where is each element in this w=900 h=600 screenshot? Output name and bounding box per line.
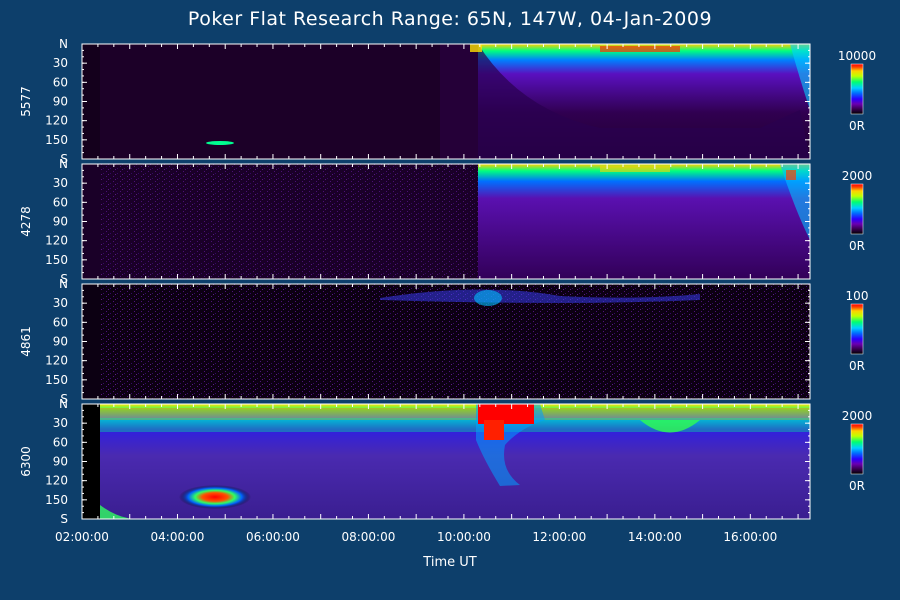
x-axis-label: Time UT: [423, 555, 477, 570]
x-tick-label: 06:00:00: [246, 530, 300, 544]
y-tick-label: 60: [53, 435, 68, 449]
colorbar-layer: 10000 0R 2000 0R 100 0R 2000 0R: [838, 49, 876, 493]
y-tick-label: 90: [53, 95, 68, 109]
x-tick-label: 08:00:00: [341, 530, 395, 544]
y-tick-label: S: [60, 392, 68, 406]
panel-5577: [82, 44, 810, 159]
y-tick-label: 150: [45, 373, 68, 387]
panel-4278: [82, 164, 810, 279]
y-tick-label: N: [59, 37, 68, 51]
x-tick-label: 02:00:00: [55, 530, 109, 544]
axes-layer: N 30 60 90 120 150 S 5577 N 30 60 90 120 150 S 4278 N 30 6…: [19, 37, 811, 544]
y-tick-label: 150: [45, 133, 68, 147]
panel-6300: [82, 404, 810, 519]
y-tick-label: 60: [53, 195, 68, 209]
y-tick-label: N: [59, 277, 68, 291]
colorbar-min-label: 0R: [849, 119, 865, 133]
y-tick-label: 30: [53, 56, 68, 70]
y-tick-label: 60: [53, 75, 68, 89]
y-tick-label: 30: [53, 416, 68, 430]
y-tick-label: S: [60, 152, 68, 166]
x-tick-label: 10:00:00: [437, 530, 491, 544]
colorbar-min-label: 0R: [849, 479, 865, 493]
colorbar-max-label: 2000: [842, 169, 873, 183]
colorbar-max-label: 100: [846, 289, 869, 303]
colorbar-max-label: 2000: [842, 409, 873, 423]
panel-label-6300: 6300: [19, 446, 33, 477]
chart-title: Poker Flat Research Range: 65N, 147W, 04…: [187, 8, 713, 30]
panel-label-4861: 4861: [19, 326, 33, 357]
y-tick-label: 30: [53, 176, 68, 190]
x-tick-label: 16:00:00: [723, 530, 777, 544]
colorbar-min-label: 0R: [849, 359, 865, 373]
x-tick-label: 12:00:00: [532, 530, 586, 544]
colorbar-min-label: 0R: [849, 239, 865, 253]
y-tick-label: 150: [45, 253, 68, 267]
y-tick-label: 60: [53, 315, 68, 329]
y-tick-label: 120: [45, 234, 68, 248]
panel-label-4278: 4278: [19, 206, 33, 237]
y-tick-label: S: [60, 272, 68, 286]
y-tick-label: S: [60, 512, 68, 526]
y-tick-label: 90: [53, 335, 68, 349]
panel-4861: [82, 284, 810, 399]
y-tick-label: 120: [45, 474, 68, 488]
y-tick-label: 120: [45, 114, 68, 128]
y-tick-label: 90: [53, 215, 68, 229]
x-tick-label: 04:00:00: [151, 530, 205, 544]
colorbar-max-label: 10000: [838, 49, 876, 63]
y-tick-label: 150: [45, 493, 68, 507]
y-tick-label: 120: [45, 354, 68, 368]
y-tick-label: N: [59, 157, 68, 171]
colorbar-5577: [850, 63, 864, 115]
colorbar-6300: [850, 423, 864, 475]
colorbar-4861: [850, 303, 864, 355]
colorbar-4278: [850, 183, 864, 235]
y-tick-label: 90: [53, 455, 68, 469]
y-tick-label: N: [59, 397, 68, 411]
y-tick-label: 30: [53, 296, 68, 310]
x-tick-label: 14:00:00: [628, 530, 682, 544]
panel-label-5577: 5577: [19, 86, 33, 117]
